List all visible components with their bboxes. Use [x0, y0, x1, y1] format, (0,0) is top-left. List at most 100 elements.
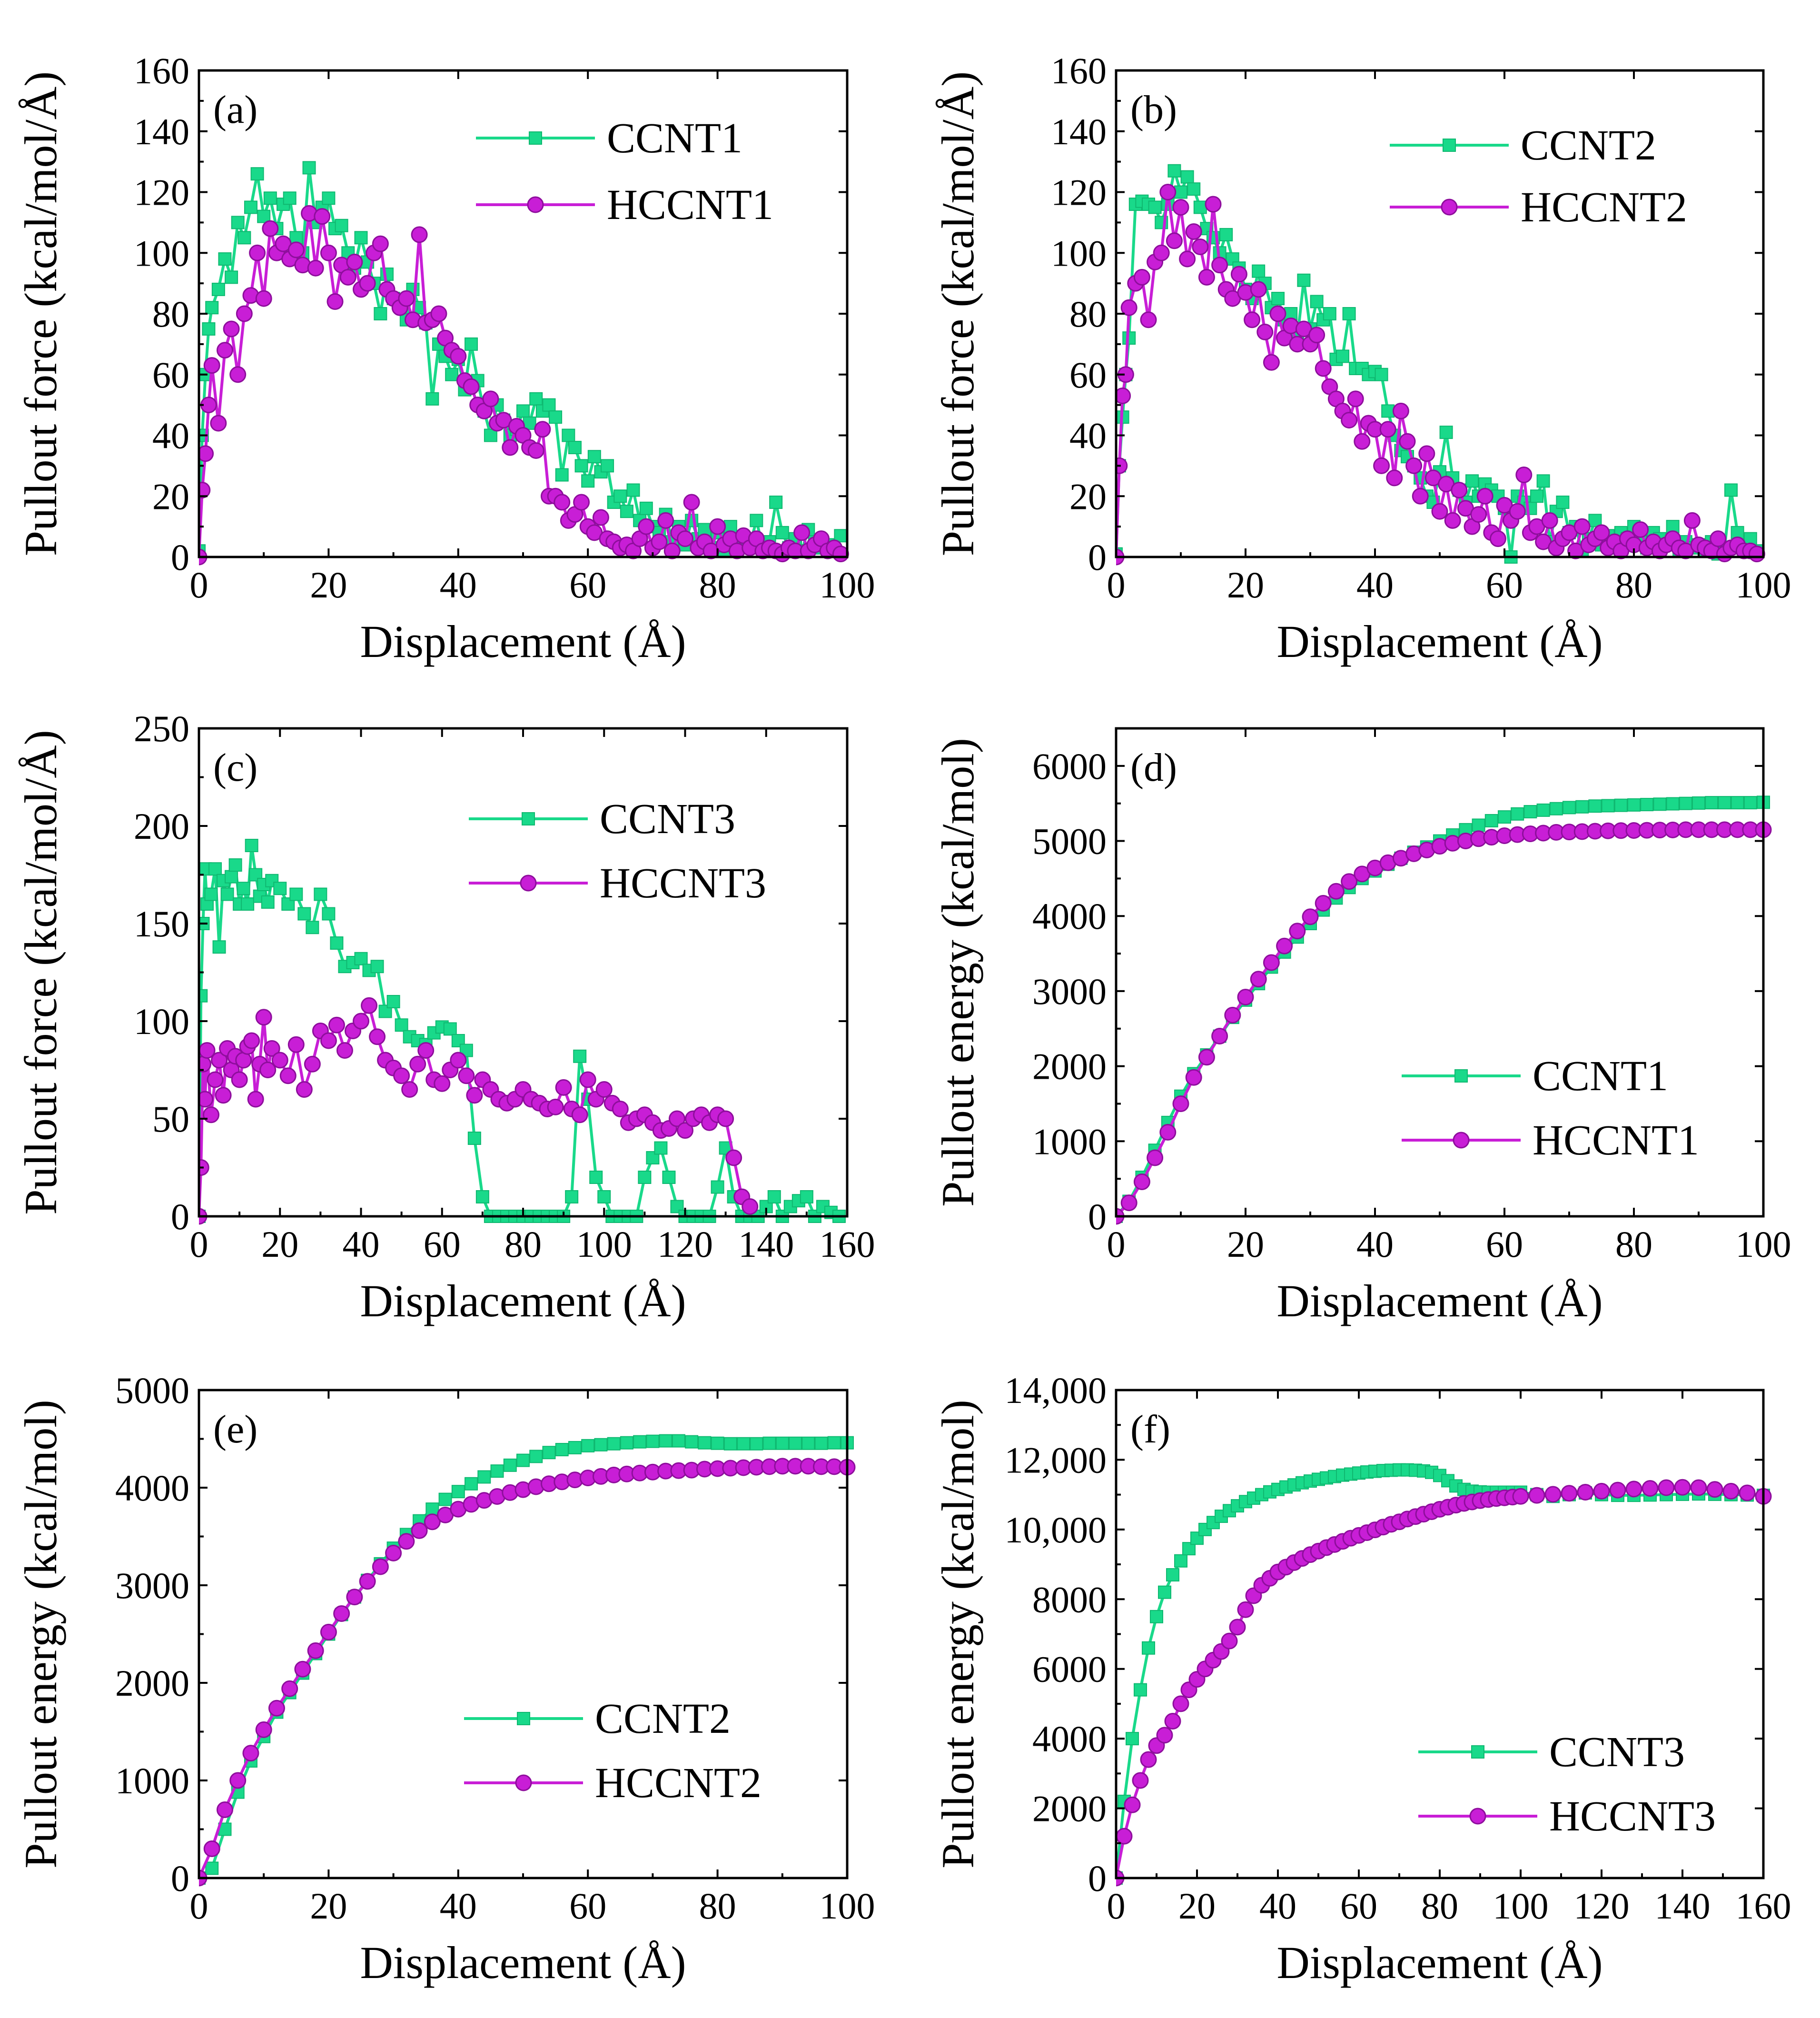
data-point-CCNT1	[620, 505, 633, 518]
data-point-HCCNT3	[207, 1071, 224, 1088]
data-point-CCNT2	[1219, 228, 1233, 241]
x-tick-label: 80	[504, 1223, 542, 1265]
data-point-CCNT2	[465, 1477, 478, 1491]
y-tick-label: 5000	[1032, 821, 1107, 862]
data-point-HCCNT1	[411, 226, 428, 243]
data-point-HCCNT2	[1192, 238, 1209, 255]
data-point-CCNT1	[237, 231, 251, 245]
data-point-HCCNT3	[1577, 1484, 1594, 1501]
x-tick-label: 100	[820, 564, 875, 606]
y-tick-label: 80	[152, 293, 189, 335]
legend-label-CCNT1: CCNT1	[607, 115, 742, 162]
y-tick-label: 10,000	[1005, 1509, 1107, 1551]
data-point-HCCNT1	[236, 305, 253, 322]
data-point-CCNT1	[1536, 803, 1550, 817]
y-tick-label: 0	[171, 1196, 189, 1237]
y-tick-label: 14,000	[1005, 1370, 1107, 1411]
x-tick-label: 80	[1615, 1223, 1652, 1265]
series-HCCNT3	[199, 997, 759, 1225]
data-point-CCNT2	[438, 1492, 452, 1506]
data-point-HCCNT1	[1198, 1049, 1215, 1066]
data-point-CCNT3	[261, 895, 275, 909]
y-tick-label: 80	[1069, 293, 1107, 335]
data-point-CCNT3	[208, 862, 222, 876]
data-point-HCCNT3	[1544, 1486, 1562, 1503]
y-tick-label: 120	[1051, 172, 1107, 213]
y-tick-label: 250	[134, 708, 189, 749]
data-point-CCNT1	[1472, 818, 1485, 832]
y-tick-label: 4000	[115, 1467, 189, 1509]
data-point-CCNT1	[231, 216, 245, 229]
data-point-CCNT3	[314, 887, 327, 901]
x-tick-label: 40	[1356, 1223, 1394, 1265]
data-point-HCCNT1	[554, 494, 571, 511]
data-point-HCCNT3	[555, 1079, 572, 1096]
data-point-CCNT3	[378, 1004, 392, 1018]
y-tick-label: 0	[171, 537, 189, 578]
data-point-HCCNT3	[328, 1016, 345, 1034]
data-point-HCCNT2	[1308, 327, 1325, 344]
panel-e: 0 20 40 60 80 100010002000300040005000Displac…	[15, 1370, 875, 1988]
x-tick-label: 0	[190, 564, 208, 606]
data-point-CCNT2	[451, 1485, 465, 1499]
data-point-CCNT1	[613, 489, 627, 503]
data-point-CCNT3	[395, 1018, 408, 1032]
data-point-HCCNT3	[579, 1071, 596, 1088]
data-point-CCNT2	[762, 1436, 776, 1450]
legend-label-CCNT3: CCNT3	[1549, 1729, 1685, 1776]
data-point-HCCNT1	[651, 533, 668, 550]
data-point-HCCNT2	[1250, 281, 1267, 298]
axis-frame	[198, 727, 849, 1218]
data-point-CCNT1	[516, 404, 530, 418]
data-point-CCNT1	[263, 191, 277, 205]
data-point-HCCNT3	[1229, 1619, 1246, 1636]
data-point-HCCNT2	[1412, 487, 1429, 505]
data-point-CCNT2	[775, 1436, 789, 1450]
data-point-CCNT3	[711, 1180, 724, 1194]
data-point-CCNT2	[633, 1435, 647, 1449]
data-point-CCNT2	[1271, 292, 1285, 306]
data-point-HCCNT2	[1509, 503, 1526, 520]
y-tick-label: 160	[1051, 50, 1107, 91]
data-point-CCNT2	[529, 1450, 543, 1463]
x-axis-title: Displacement (Å)	[1276, 1275, 1602, 1326]
legend-marker-HCCNT3	[1469, 1808, 1486, 1825]
data-point-HCCNT2	[1515, 467, 1533, 484]
data-point-HCCNT1	[346, 253, 363, 270]
y-tick-label: 12,000	[1005, 1439, 1107, 1481]
data-point-CCNT3	[638, 1171, 652, 1184]
data-point-CCNT2	[581, 1439, 595, 1452]
data-point-CCNT3	[330, 936, 344, 950]
axis-frame	[198, 69, 849, 558]
x-tick-label: 40	[1356, 564, 1394, 606]
data-point-HCCNT3	[1674, 1479, 1691, 1496]
data-point-HCCNT3	[1658, 1479, 1675, 1496]
data-point-HCCNT2	[1198, 268, 1215, 286]
data-point-CCNT3	[573, 1049, 587, 1063]
legend-marker-CCNT1	[1454, 1069, 1468, 1083]
data-point-HCCNT2	[1230, 266, 1247, 283]
data-point-CCNT2	[1323, 307, 1336, 320]
data-point-CCNT1	[1627, 798, 1641, 812]
data-point-CCNT1	[1679, 796, 1692, 810]
data-point-CCNT2	[1465, 474, 1479, 488]
data-point-HCCNT1	[307, 259, 324, 277]
x-tick-label: 0	[190, 1223, 208, 1265]
data-point-CCNT1	[1563, 801, 1576, 815]
data-point-CCNT1	[639, 501, 653, 515]
y-tick-label: 20	[152, 476, 189, 517]
data-point-CCNT1	[445, 368, 459, 381]
data-point-CCNT1	[225, 270, 238, 284]
data-point-HCCNT1	[1250, 971, 1267, 988]
data-point-CCNT3	[1134, 1683, 1147, 1697]
data-point-HCCNT2	[1315, 360, 1332, 377]
data-point-HCCNT2	[372, 1558, 389, 1575]
data-point-HCCNT2	[1573, 518, 1591, 535]
y-tick-label: 200	[134, 805, 189, 847]
panel-label: (b)	[1130, 88, 1177, 132]
data-point-HCCNT3	[434, 1075, 451, 1092]
data-point-CCNT3	[443, 1022, 457, 1036]
data-point-HCCNT3	[1132, 1772, 1149, 1789]
x-tick-label: 120	[1574, 1885, 1630, 1927]
